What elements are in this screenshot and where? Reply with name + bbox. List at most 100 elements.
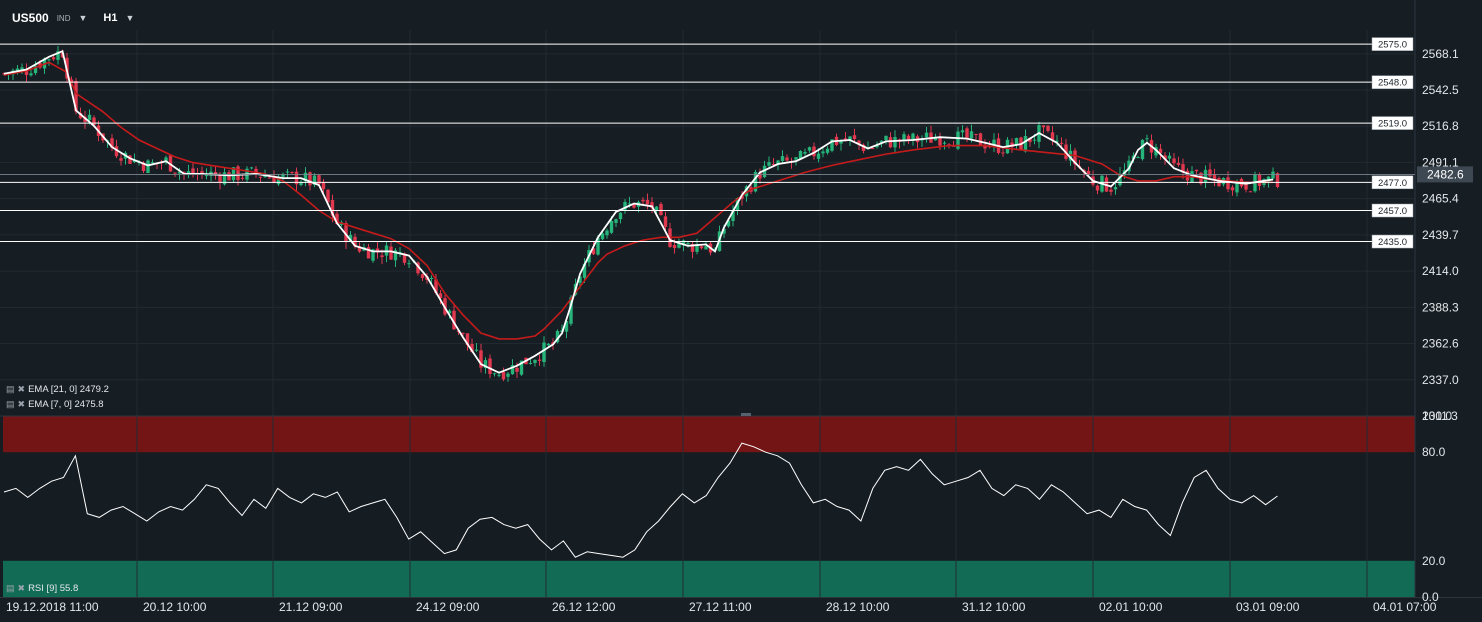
timeframe-dropdown-icon[interactable]: ▼	[125, 13, 135, 23]
bear-candle	[1172, 152, 1176, 167]
timeframe-label[interactable]: H1	[103, 12, 118, 24]
settings-icon[interactable]: ▤	[6, 399, 15, 409]
candle-body	[33, 65, 38, 74]
candle-body	[623, 201, 627, 211]
candle-body	[110, 138, 114, 148]
candle-body	[1172, 158, 1176, 164]
close-icon[interactable]: ✖	[17, 583, 26, 593]
candle-body	[344, 223, 348, 243]
bear-candle	[1104, 175, 1109, 193]
price-level-box	[1371, 116, 1414, 130]
candle-body	[1244, 184, 1248, 190]
candle-body	[483, 360, 488, 369]
close-icon[interactable]: ✖	[17, 399, 26, 409]
settings-icon[interactable]: ▤	[6, 384, 15, 394]
bull-candle	[29, 66, 33, 77]
candle-body	[776, 160, 780, 165]
candle-body	[438, 293, 443, 299]
candle-body	[227, 172, 231, 181]
bull-candle	[623, 199, 627, 214]
panel-resize-handle[interactable]	[741, 413, 751, 416]
candle-body	[1145, 138, 1149, 140]
candle-body	[204, 175, 209, 177]
price-tick-label: 2491.1	[1422, 155, 1459, 169]
bear-candle	[852, 128, 857, 142]
rsi-legend[interactable]: ▤ ✖ RSI [9] 55.8	[6, 583, 78, 594]
ema21-legend[interactable]: ▤ ✖ EMA [21, 0] 2479.2	[6, 384, 109, 395]
candle-body	[933, 138, 938, 141]
candle-body	[1230, 187, 1235, 191]
bear-candle	[1181, 158, 1185, 179]
candle-body	[906, 135, 911, 141]
current-price-label: 2482.6	[1427, 167, 1464, 181]
candle-body	[447, 310, 452, 314]
time-tick-label: 19.12.2018 11:00	[6, 600, 99, 614]
candle-body	[731, 211, 735, 222]
bear-candle	[366, 243, 371, 259]
bear-candle	[420, 273, 425, 281]
price-tick-label: 2542.5	[1422, 83, 1459, 97]
candle-body	[515, 367, 519, 372]
candle-body	[461, 332, 465, 334]
candle-body	[542, 342, 546, 363]
bull-candle	[803, 148, 807, 156]
candle-body	[983, 144, 987, 149]
bear-candle	[645, 193, 650, 210]
candle-body	[1014, 138, 1019, 146]
candle-body	[83, 116, 87, 123]
close-icon[interactable]: ✖	[17, 384, 26, 394]
bull-candle	[164, 155, 168, 165]
symbol-dropdown-icon[interactable]: ▼	[78, 13, 88, 23]
candle-body	[614, 219, 618, 223]
candle-body	[645, 199, 650, 205]
price-tick-label: 2414.0	[1422, 264, 1459, 278]
candle-body	[20, 67, 24, 71]
candle-body	[681, 240, 686, 246]
bull-candle	[825, 146, 830, 155]
candle-body	[659, 203, 663, 216]
candle-body	[600, 233, 605, 240]
bear-candle	[1212, 168, 1217, 186]
candle-body	[236, 166, 240, 181]
candle-body	[150, 162, 155, 164]
candle-body	[479, 350, 483, 368]
candle-body	[857, 140, 861, 144]
candle-body	[1023, 135, 1028, 152]
candle-body	[429, 277, 434, 280]
candle-body	[317, 175, 321, 185]
candle-body	[51, 57, 56, 60]
ema7-legend-label: EMA [7, 0] 2475.8	[28, 399, 104, 410]
candle-body	[546, 343, 551, 346]
candle-body	[416, 262, 420, 274]
candle-body	[830, 139, 834, 151]
bear-candle	[785, 154, 789, 162]
candle-body	[281, 174, 285, 177]
bull-candle	[56, 45, 60, 65]
bull-candle	[960, 125, 965, 139]
bull-candle	[807, 146, 812, 153]
settings-icon[interactable]: ▤	[6, 583, 15, 593]
price-level-label: 2457.0	[1378, 206, 1407, 217]
bear-candle	[290, 171, 294, 175]
candle-body	[726, 220, 731, 227]
symbol-label[interactable]: US500	[12, 11, 49, 25]
candle-body	[582, 263, 587, 278]
bull-candle	[285, 168, 290, 179]
candle-body	[771, 163, 776, 165]
bear-candle	[1086, 166, 1091, 176]
candle-body	[222, 172, 227, 185]
bull-candle	[582, 258, 587, 284]
candle-body	[879, 140, 884, 143]
candle-body	[839, 141, 843, 144]
candle-body	[321, 182, 326, 190]
candle-body	[299, 181, 303, 186]
candle-body	[452, 310, 456, 330]
candle-body	[1050, 132, 1055, 141]
candle-body	[470, 343, 474, 353]
candle-body	[924, 132, 929, 138]
candle-body	[335, 213, 339, 225]
candle-body	[591, 248, 596, 255]
ema7-legend[interactable]: ▤ ✖ EMA [7, 0] 2475.8	[6, 399, 104, 410]
candle-body	[519, 360, 524, 375]
bear-candle	[758, 168, 762, 184]
